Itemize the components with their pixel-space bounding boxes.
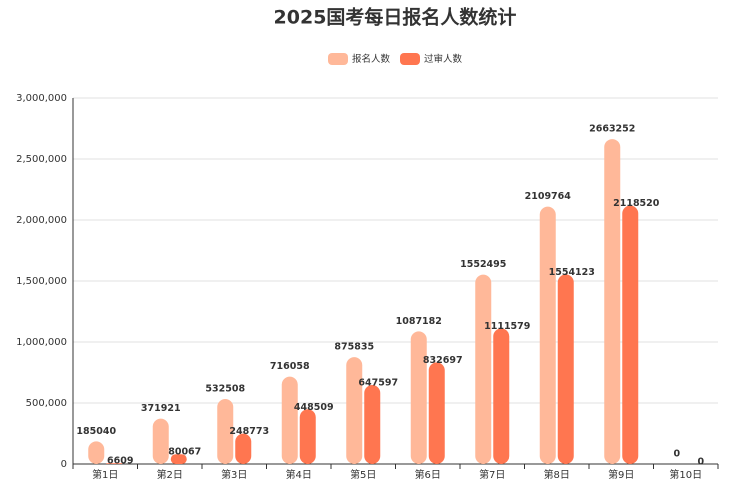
bar <box>235 433 252 464</box>
x-tick-label: 第3日 <box>221 468 247 481</box>
bar <box>346 357 363 464</box>
bar <box>364 384 381 464</box>
value-label: 832697 <box>423 355 463 366</box>
y-tick-label: 1,000,000 <box>16 337 67 348</box>
y-tick-label: 1,500,000 <box>16 276 67 287</box>
x-tick-label: 第1日 <box>92 468 118 481</box>
bar <box>281 376 298 464</box>
bar <box>152 418 169 464</box>
value-label: 2663252 <box>589 124 635 135</box>
value-label: 0 <box>673 449 680 460</box>
x-tick-label: 第7日 <box>479 468 505 481</box>
x-tick-label: 第10日 <box>669 468 702 481</box>
x-tick-label: 第6日 <box>415 468 441 481</box>
bar <box>106 463 123 464</box>
value-label: 2118520 <box>613 198 660 209</box>
legend-swatch <box>328 53 348 65</box>
x-tick-label: 第2日 <box>157 468 183 481</box>
value-label: 448509 <box>294 402 334 413</box>
bar <box>170 454 187 464</box>
y-tick-label: 500,000 <box>26 398 67 409</box>
y-tick-label: 2,000,000 <box>16 215 67 226</box>
legend-label: 过审人数 <box>424 53 463 65</box>
value-label: 875835 <box>334 342 374 353</box>
value-label: 0 <box>697 457 704 468</box>
bar <box>217 399 234 464</box>
value-label: 1087182 <box>396 316 442 327</box>
bar <box>493 328 510 464</box>
bar <box>539 206 556 464</box>
bar <box>299 409 316 464</box>
y-tick-label: 0 <box>61 459 67 470</box>
value-label: 716058 <box>270 361 310 372</box>
y-tick-label: 3,000,000 <box>16 93 67 104</box>
bar <box>428 362 445 464</box>
bar <box>410 331 427 464</box>
bar <box>557 274 574 464</box>
x-tick-label: 第5日 <box>350 468 376 481</box>
value-label: 532508 <box>205 384 245 395</box>
value-label: 1552495 <box>460 259 506 270</box>
legend-label: 报名人数 <box>352 53 391 65</box>
bar <box>475 274 492 464</box>
value-label: 2109764 <box>525 191 572 202</box>
x-tick-label: 第8日 <box>544 468 570 481</box>
value-label: 1554123 <box>549 267 595 278</box>
bar <box>604 139 621 464</box>
legend-swatch <box>400 53 420 65</box>
value-label: 1111579 <box>484 321 530 332</box>
value-label: 80067 <box>168 447 201 458</box>
value-label: 371921 <box>141 403 181 414</box>
value-label: 647597 <box>358 377 398 388</box>
y-tick-label: 2,500,000 <box>16 154 67 165</box>
chart-title: 2025国考每日报名人数统计 <box>274 6 517 29</box>
value-label: 248773 <box>229 426 269 437</box>
value-label: 185040 <box>76 426 116 437</box>
bar <box>622 205 639 464</box>
x-tick-label: 第9日 <box>608 468 634 481</box>
x-tick-label: 第4日 <box>286 468 312 481</box>
value-label: 6609 <box>107 456 133 467</box>
bar <box>88 441 105 464</box>
